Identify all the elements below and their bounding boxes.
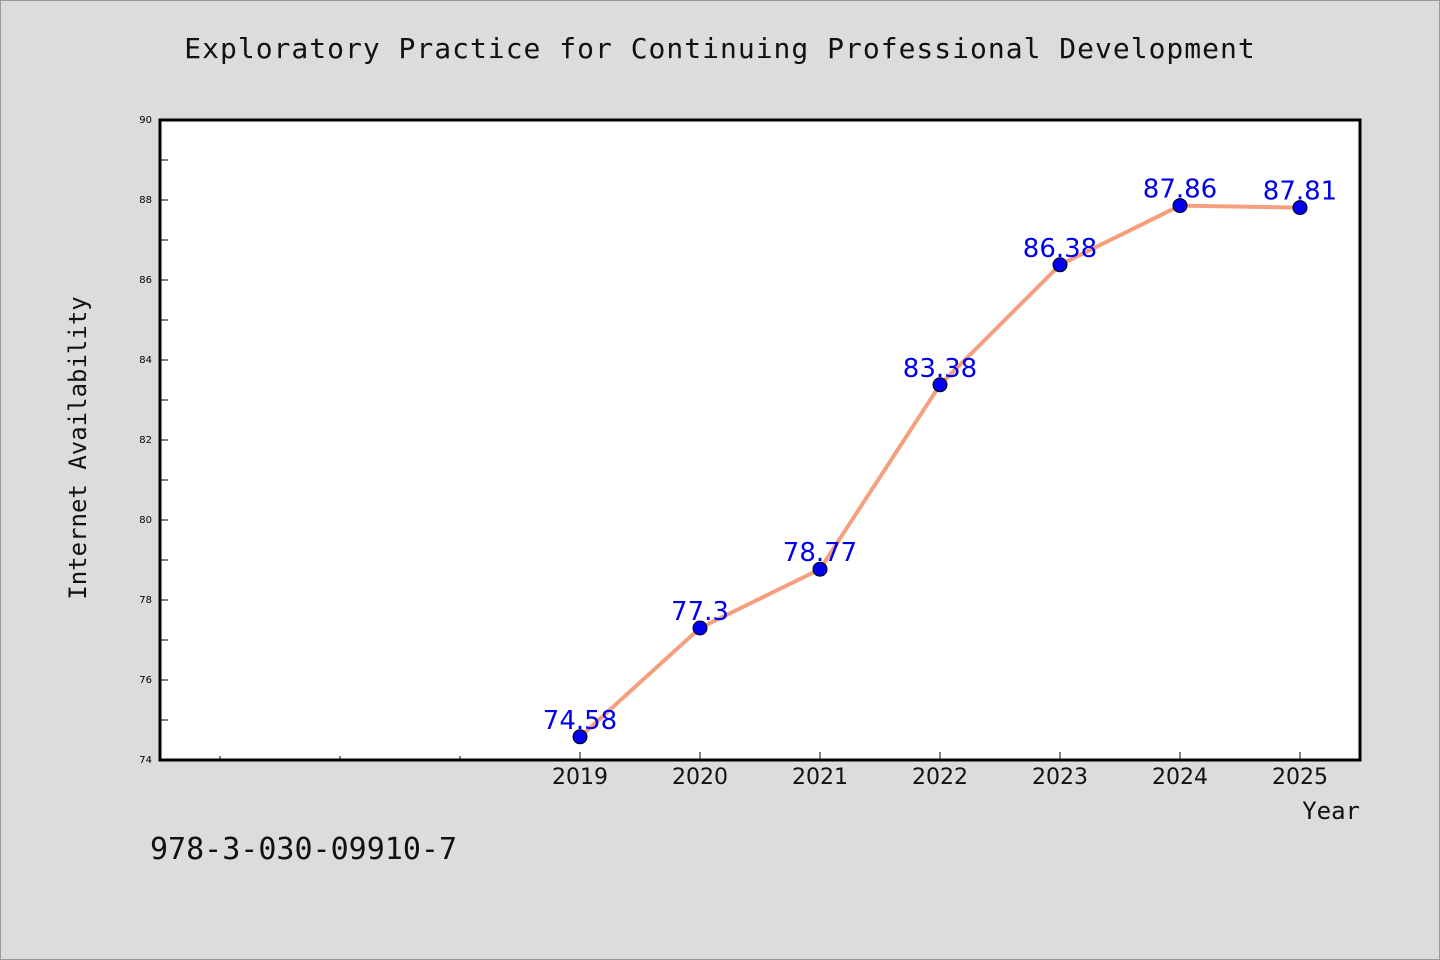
data-label: 74.58 — [543, 706, 617, 736]
y-tick-label: 90 — [139, 115, 152, 126]
plot-frame — [158, 118, 1362, 762]
x-tick-label: 2022 — [912, 765, 968, 790]
y-tick-label: 80 — [139, 515, 152, 526]
data-label: 77.3 — [671, 597, 729, 627]
x-tick-label: 2023 — [1032, 765, 1088, 790]
plot-area — [160, 120, 1360, 760]
y-tick-label: 84 — [139, 355, 152, 366]
y-tick-label: 74 — [139, 755, 152, 766]
x-axis-title: Year — [1302, 797, 1360, 825]
data-point — [692, 620, 708, 636]
y-tick-label: 82 — [139, 435, 152, 446]
data-label: 87.86 — [1143, 175, 1217, 205]
data-label: 87.81 — [1263, 177, 1337, 207]
y-tick-label: 76 — [139, 675, 152, 686]
y-tick-label: 88 — [139, 195, 152, 206]
x-tick-label: 2025 — [1272, 765, 1328, 790]
y-axis-title: Internet Availability — [64, 296, 92, 599]
data-point — [1052, 257, 1068, 273]
data-point — [1172, 198, 1188, 214]
y-tick-label: 78 — [139, 595, 152, 606]
data-label: 83.38 — [903, 354, 977, 384]
data-point — [812, 561, 828, 577]
x-tick-label: 2024 — [1152, 765, 1208, 790]
data-label: 86.38 — [1023, 234, 1097, 264]
x-tick-label: 2019 — [552, 765, 608, 790]
data-point — [1292, 200, 1308, 216]
data-label: 78.77 — [783, 538, 857, 568]
data-point — [932, 377, 948, 393]
x-tick-label: 2020 — [672, 765, 728, 790]
chart-title: Exploratory Practice for Continuing Prof… — [184, 32, 1256, 65]
data-point — [572, 729, 588, 745]
isbn-label: 978-3-030-09910-7 — [150, 832, 458, 867]
x-tick-label: 2021 — [792, 765, 848, 790]
y-tick-label: 86 — [139, 275, 152, 286]
